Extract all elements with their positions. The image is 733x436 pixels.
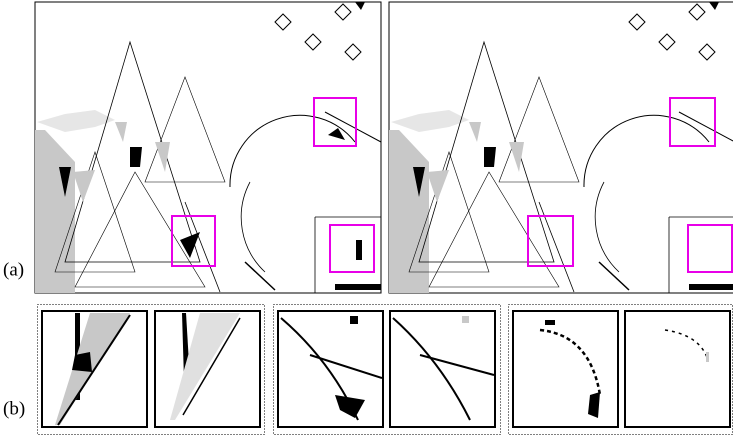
panel-label: (a) — [3, 259, 24, 280]
image-right — [389, 2, 733, 293]
page: {"figure": {"panels": [{"label": "(a)"},… — [0, 0, 733, 436]
figure: (a) (b) — [0, 0, 733, 436]
panel-label: (b) — [3, 398, 25, 419]
crops — [42, 311, 730, 427]
